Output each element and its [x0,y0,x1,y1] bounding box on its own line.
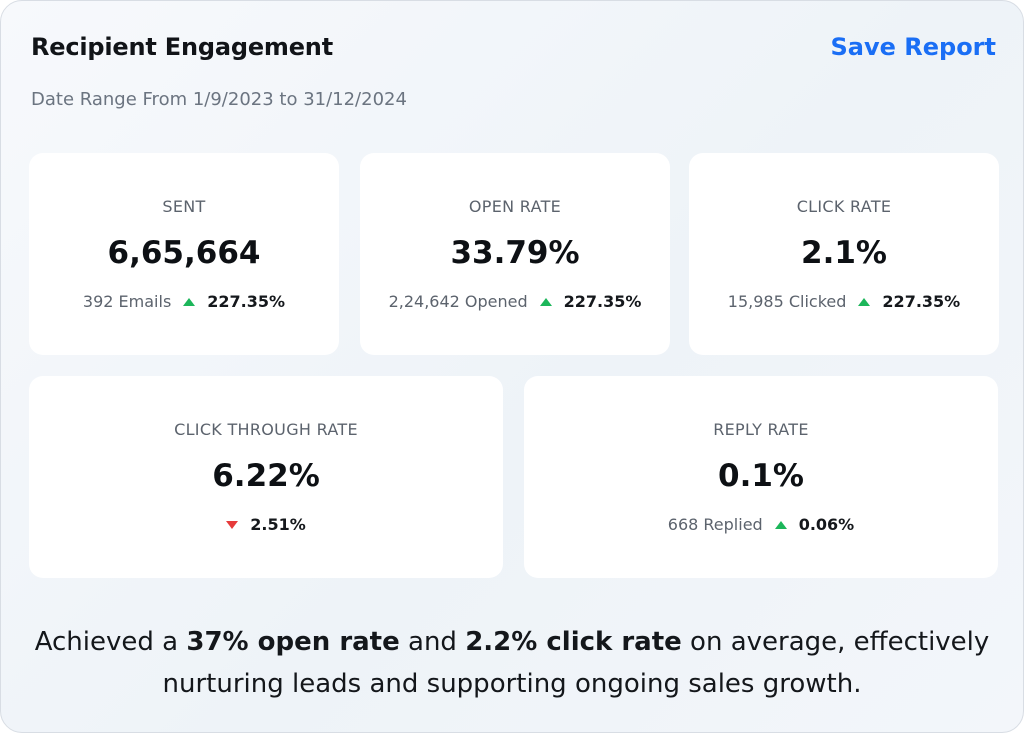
date-range-text: Date Range From 1/9/2023 to 31/12/2024 [31,89,407,110]
metric-card-click-rate: CLICK RATE 2.1% 15,985 Clicked 227.35% [689,153,999,355]
summary-part: Achieved a [34,627,187,657]
summary-highlight: 2.2% click rate [465,627,682,657]
metric-label: CLICK THROUGH RATE [174,420,358,439]
metric-value: 33.79% [450,235,580,271]
trend-up-icon [183,297,196,306]
summary-text: Achieved a 37% open rate and 2.2% click … [21,621,1003,705]
metric-sub: 15,985 Clicked [727,292,847,311]
metric-card-reply-rate: REPLY RATE 0.1% 668 Replied 0.06% [524,376,998,578]
metric-change: 227.35% [563,292,642,311]
metric-label: REPLY RATE [713,420,809,439]
summary-part: on average, effectively nurturing leads … [162,627,990,699]
metric-label: OPEN RATE [468,197,562,216]
metric-card-click-through-rate: CLICK THROUGH RATE 6.22% 2.51% [29,376,503,578]
metric-meta: 668 Replied 0.06% [524,515,998,534]
metric-change: 227.35% [882,292,961,311]
metric-sub: 2,24,642 Opened [388,292,528,311]
metric-value: 6.22% [212,458,320,494]
metric-change: 2.51% [250,515,306,534]
metric-card-open-rate: OPEN RATE 33.79% 2,24,642 Opened 227.35% [360,153,670,355]
metric-change: 0.06% [798,515,855,534]
metric-sub: 668 Replied [667,515,763,534]
metric-change: 227.35% [207,292,286,311]
metric-card-sent: SENT 6,65,664 392 Emails 227.35% [29,153,339,355]
save-report-button[interactable]: Save Report [830,33,997,61]
metric-value: 0.1% [718,458,804,494]
metric-meta: 392 Emails 227.35% [29,292,339,311]
trend-up-icon [774,520,787,529]
metric-value: 6,65,664 [107,235,261,271]
metric-label: SENT [162,197,206,216]
trend-up-icon [539,297,552,306]
summary-part: and [399,627,466,657]
metric-label: CLICK RATE [796,197,892,216]
page-title: Recipient Engagement [31,33,333,61]
trend-up-icon [858,297,871,306]
metric-value: 2.1% [801,235,887,271]
metric-meta: 2,24,642 Opened 227.35% [360,292,670,311]
metric-meta: 2.51% [29,515,503,534]
summary-highlight: 37% open rate [186,627,400,657]
metric-meta: 15,985 Clicked 227.35% [689,292,999,311]
metric-sub: 392 Emails [82,292,172,311]
trend-down-icon [226,520,239,529]
